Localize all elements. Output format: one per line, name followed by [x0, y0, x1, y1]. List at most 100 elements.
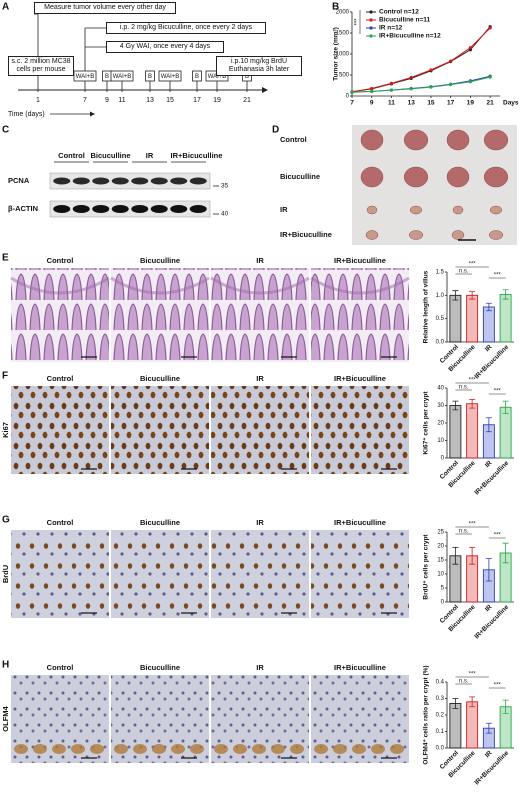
blot-band	[189, 177, 207, 185]
treatment-label: B	[148, 74, 152, 80]
olfm4-stain	[314, 744, 328, 754]
y-axis-label: Relative length of villus	[423, 270, 430, 343]
blot-band	[72, 177, 90, 185]
group-label: IR+Bicuculline	[171, 151, 223, 160]
data-point	[488, 75, 492, 79]
group-label: IR+Bicuculline	[334, 256, 386, 265]
olfm4-stain	[371, 744, 385, 754]
x-axis-label: Days	[503, 100, 519, 107]
bar	[466, 403, 479, 459]
tumor	[366, 205, 378, 215]
series-line	[351, 27, 491, 93]
panel-letter: A	[2, 2, 9, 13]
x-tick-label: 21	[487, 100, 495, 107]
micrograph	[111, 268, 209, 362]
olfm4-stain	[14, 744, 28, 754]
y-tick-label: 20	[437, 544, 444, 550]
error-bar	[469, 398, 476, 409]
group-label: Bicuculline	[140, 663, 180, 672]
micrograph	[211, 530, 309, 618]
group-label: Control	[47, 518, 74, 527]
olfm4-stain	[352, 744, 366, 754]
y-tick-label: 1.0	[436, 293, 445, 299]
tumor	[360, 166, 384, 188]
blot-band	[92, 177, 110, 185]
treatment-label: B	[195, 74, 199, 80]
tissue-edge	[210, 276, 310, 295]
treatment-label: B	[245, 74, 249, 80]
x-tick-label: IR	[484, 749, 494, 759]
y-tick-label: 0	[441, 456, 445, 462]
day-label: 11	[118, 97, 125, 104]
tumor	[409, 205, 423, 215]
group-label: IR+Bicuculline	[280, 230, 332, 239]
y-tick-label: 1000	[336, 52, 350, 58]
legend-marker	[369, 34, 373, 38]
y-tick-label: 25	[437, 530, 444, 536]
y-tick-label: 0.2	[436, 713, 445, 719]
olfm4-stain	[271, 744, 285, 754]
blot-band	[111, 205, 129, 213]
tumor	[446, 129, 470, 151]
olfm4-stain	[133, 744, 147, 754]
error-bar	[469, 696, 476, 708]
y-tick-label: 1.5	[436, 270, 445, 276]
blot-band	[150, 205, 168, 213]
significance: n.s.	[459, 679, 469, 685]
micrograph	[211, 268, 309, 362]
group-label: IR+Bicuculline	[334, 663, 386, 672]
y-axis-label: BrdU⁺ cells per crypt	[423, 534, 430, 600]
tumor	[446, 166, 470, 188]
micrograph	[311, 386, 409, 474]
step-box: i.p.10 mg/kg BrdU Euthanasia 3h later	[216, 56, 302, 76]
stain-label: Ki67	[1, 422, 10, 438]
panel-letter: C	[2, 125, 9, 136]
day-label: 17	[193, 97, 201, 104]
legend-marker	[369, 18, 373, 22]
x-tick-label: 13	[408, 100, 416, 107]
bar	[466, 294, 479, 343]
bar	[499, 293, 512, 343]
x-tick-label: IR	[484, 603, 494, 613]
blot-band	[150, 177, 168, 185]
group-label: IR	[256, 374, 264, 383]
y-tick-label: 0.1	[436, 729, 445, 735]
legend-label: IR+Bicuculline n=12	[379, 33, 441, 40]
micrograph	[211, 386, 309, 474]
olfm4-stain	[90, 744, 104, 754]
significance: ***	[469, 522, 477, 528]
significance: ***	[469, 262, 477, 268]
y-axis-label: OLFM4⁺ cells ratio per crypt (%)	[423, 665, 430, 764]
marker-label: 35	[221, 183, 229, 190]
x-tick-label: IR	[484, 459, 494, 469]
bar	[482, 306, 495, 343]
tumor	[403, 166, 429, 188]
tumor	[360, 129, 384, 151]
group-label: Control	[58, 151, 85, 160]
x-tick-label: 9	[370, 100, 374, 107]
data-point	[488, 26, 492, 30]
tumor	[488, 230, 504, 240]
blot-strip	[49, 172, 211, 190]
micrograph	[111, 386, 209, 474]
olfm4-stain	[114, 744, 128, 754]
significance: n.s.	[459, 529, 469, 535]
bar	[499, 406, 512, 459]
group-label: Bicuculline	[90, 151, 130, 160]
micrograph	[11, 530, 109, 618]
data-point	[389, 88, 394, 92]
y-tick-label: 1500	[336, 31, 350, 37]
time-arrow-head	[90, 111, 95, 117]
blot-band	[131, 205, 149, 213]
y-tick-label: 0.0	[436, 340, 445, 346]
data-point	[389, 81, 394, 85]
tumor	[408, 230, 424, 240]
data-point	[429, 85, 433, 89]
olfm4-stain	[171, 744, 185, 754]
y-tick-label: 20	[437, 421, 444, 427]
x-tick-label: 7	[350, 100, 354, 107]
tumor	[483, 166, 509, 188]
significance: ***	[355, 18, 361, 26]
data-point	[449, 59, 453, 63]
